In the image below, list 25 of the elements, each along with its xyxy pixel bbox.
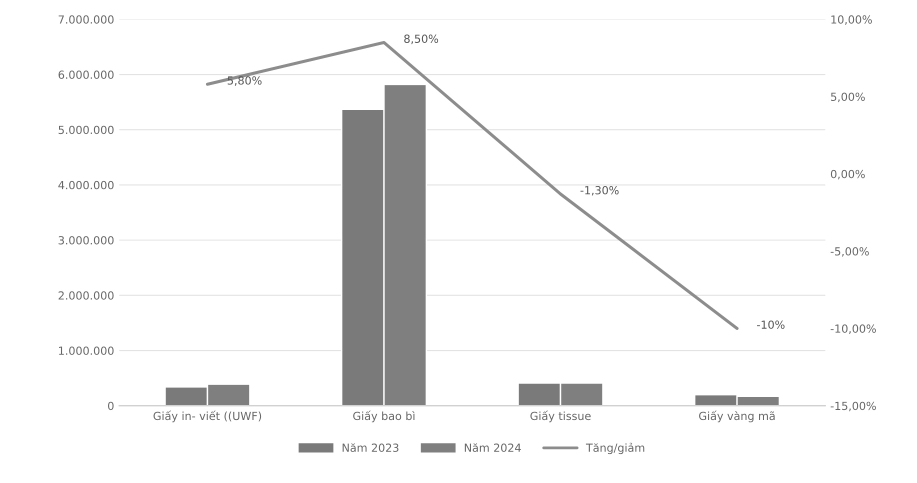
- legend-label: Năm 2024: [464, 443, 521, 452]
- y2-tick-label: 5,00%: [831, 92, 865, 102]
- y-tick-label: 4.000.000: [58, 180, 114, 190]
- data-label: -1,30%: [580, 186, 619, 196]
- y-tick-label: 6.000.000: [58, 70, 114, 79]
- y-tick-label: 7.000.000: [58, 15, 114, 24]
- data-label: 8,50%: [404, 34, 438, 44]
- x-tick-label: Giấy tissue: [530, 410, 591, 422]
- y-tick-label: 3.000.000: [58, 236, 114, 244]
- x-tick-label: Giấy bao bì: [353, 410, 415, 422]
- data-label: -10%: [757, 320, 785, 329]
- y-tick-label: 2.000.000: [58, 291, 114, 300]
- y2-tick-label: 0,00%: [830, 170, 865, 180]
- x-tick-label: Giấy vàng mã: [699, 410, 775, 422]
- data-label: 5,80%: [228, 76, 262, 86]
- y2-tick-label: -10,00%: [830, 324, 876, 334]
- y-tick-label: 5.000.000: [58, 126, 114, 134]
- y-tick-label: 1.000.000: [59, 346, 114, 355]
- y2-tick-label: -5,00%: [830, 247, 869, 257]
- x-tick-label: Giấy in- viết ((UWF): [154, 410, 262, 422]
- legend-label: Năm 2023: [342, 443, 398, 452]
- y2-tick-label: -15,00%: [830, 402, 876, 412]
- y-tick-label: 0: [108, 402, 114, 410]
- y2-tick-label: 10,00%: [831, 15, 872, 25]
- legend-label: Tăng/giảm: [586, 442, 644, 454]
